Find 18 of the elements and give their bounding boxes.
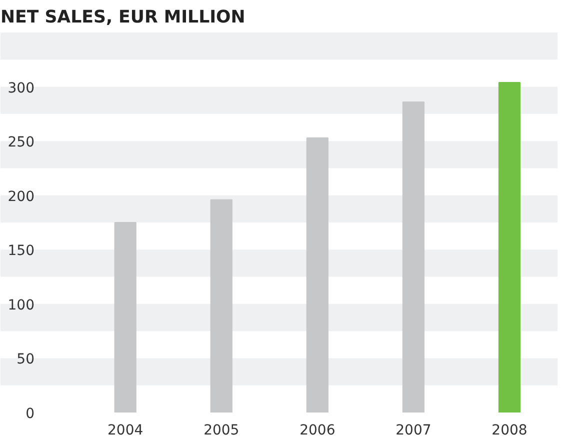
x-tick-label: 2007 bbox=[396, 422, 432, 437]
bar bbox=[210, 199, 232, 412]
bar bbox=[306, 137, 328, 412]
x-tick-label: 2004 bbox=[108, 422, 144, 437]
x-tick-label: 2005 bbox=[204, 422, 240, 437]
bar bbox=[498, 82, 521, 412]
y-tick-label: 300 bbox=[8, 80, 35, 96]
y-tick-label: 200 bbox=[8, 188, 35, 205]
bar bbox=[402, 101, 425, 412]
x-tick-label: 2008 bbox=[492, 422, 528, 437]
y-tick-label: 100 bbox=[8, 297, 35, 314]
y-tick-label: 150 bbox=[8, 243, 35, 260]
y-tick-label: 0 bbox=[26, 406, 35, 422]
bar bbox=[114, 222, 136, 412]
chart-title: NET SALES, EUR MILLION bbox=[0, 8, 246, 28]
x-tick-label: 2006 bbox=[300, 422, 336, 437]
y-tick-label: 50 bbox=[16, 352, 35, 368]
y-tick-label: 250 bbox=[8, 134, 35, 151]
